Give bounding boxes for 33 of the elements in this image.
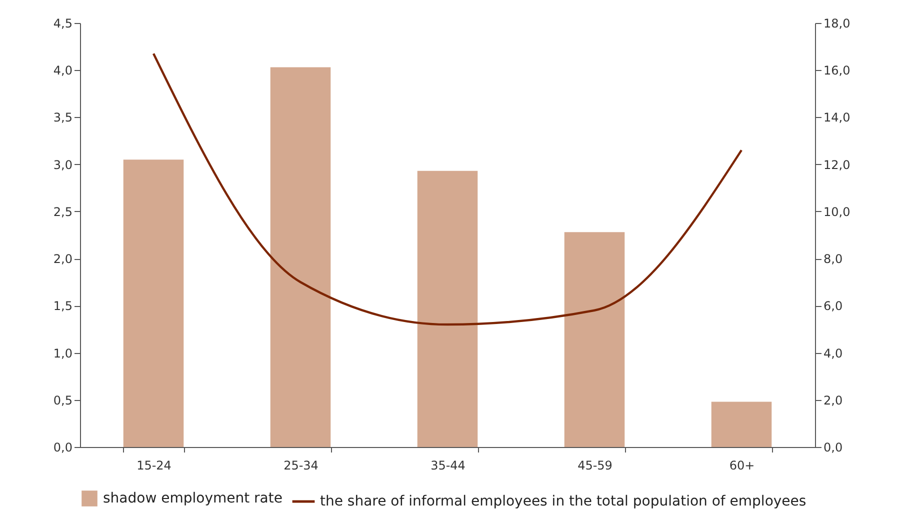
legend-label: shadow employment rate — [103, 490, 282, 506]
y2-tick-label: 0,0 — [824, 440, 843, 454]
x-tick-label: 15-24 — [136, 458, 172, 472]
y2-tick-label: 8,0 — [824, 252, 843, 266]
y2-tick-label: 6,0 — [824, 299, 843, 314]
bar — [417, 170, 478, 447]
legend-label: the share of informal employees in the total population of employees — [320, 494, 806, 510]
y2-tick-label: 18,0 — [824, 16, 850, 30]
y2-tick-label: 2,0 — [824, 393, 843, 408]
x-tick-label: 35-44 — [430, 458, 466, 472]
y-tick-label: 4,0 — [53, 64, 72, 78]
y2-tick-label: 14,0 — [824, 110, 850, 125]
y-tick-label: 2,0 — [53, 252, 72, 266]
y2-tick-label: 16,0 — [824, 64, 850, 78]
y2-tick-label: 12,0 — [824, 158, 850, 172]
bar — [564, 232, 625, 447]
x-tick-label: 45-59 — [578, 458, 612, 472]
y-tick-label: 0,5 — [53, 393, 72, 408]
y-tick-label: 3,0 — [53, 158, 72, 172]
bar — [270, 67, 331, 447]
x-tick-label: 60+ — [729, 458, 755, 472]
y2-tick-label: 10,0 — [824, 204, 850, 219]
bar — [711, 402, 772, 447]
y-tick-label: 0,0 — [53, 440, 72, 454]
y-tick-label: 3,5 — [53, 110, 72, 125]
x-tick-label: 25-34 — [284, 458, 318, 472]
bar — [123, 160, 184, 447]
y-tick-label: 1,5 — [53, 299, 72, 314]
y-tick-label: 1,0 — [53, 346, 72, 360]
y2-tick-label: 4,0 — [824, 346, 843, 360]
y-tick-label: 4,5 — [53, 16, 72, 30]
y-tick-label: 2,5 — [53, 204, 72, 219]
line-series — [152, 52, 743, 326]
